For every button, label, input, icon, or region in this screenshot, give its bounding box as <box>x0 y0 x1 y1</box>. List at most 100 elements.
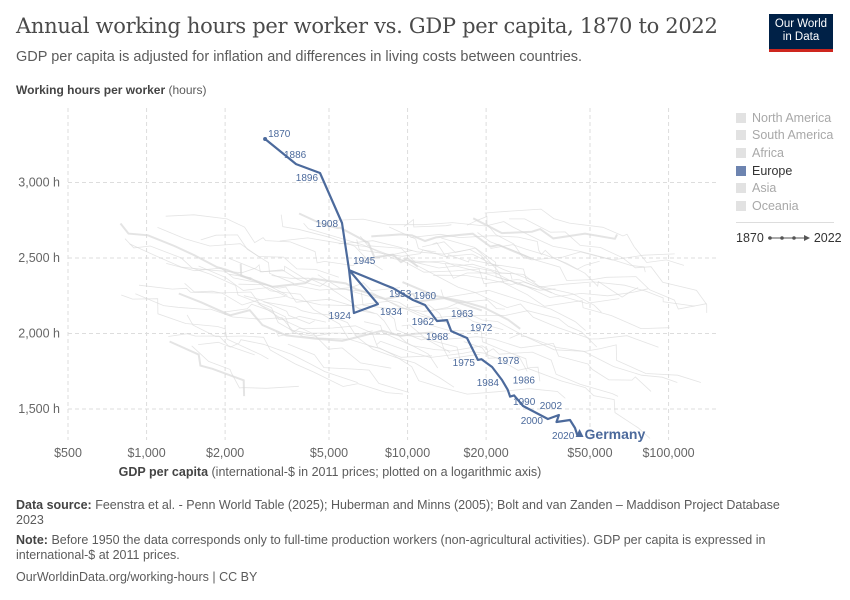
x-tick-label: $2,000 <box>206 446 244 460</box>
owid-logo[interactable]: Our World in Data <box>769 14 833 52</box>
background-country-trace <box>484 208 685 266</box>
x-tick-label: $500 <box>54 446 82 460</box>
background-country-trace <box>402 281 521 330</box>
background-country-trace <box>184 283 286 306</box>
background-country-trace <box>229 273 432 358</box>
background-country-trace <box>186 314 404 395</box>
background-country-trace <box>198 265 447 323</box>
legend-item-africa[interactable]: Africa <box>736 144 833 162</box>
timeline-start: 1870 <box>736 231 764 245</box>
background-country-trace <box>376 340 619 397</box>
legend-label: Asia <box>752 181 777 196</box>
legend-item-europe[interactable]: Europe <box>736 162 833 180</box>
year-label: 1886 <box>284 150 307 161</box>
year-label: 1924 <box>329 311 352 322</box>
year-label: 1908 <box>316 219 339 230</box>
timeline-legend[interactable]: 1870 2022 <box>736 231 842 245</box>
year-label: 1963 <box>451 309 474 320</box>
background-country-trace <box>124 238 348 340</box>
year-label: 1978 <box>497 356 520 367</box>
y-tick-label: 2,500 h <box>18 251 60 265</box>
background-country-trace <box>169 340 246 397</box>
chart-subtitle: GDP per capita is adjusted for inflation… <box>16 49 583 65</box>
legend-label: Europe <box>752 163 793 178</box>
x-axis-label-rest: (international-$ in 2011 prices; plotted… <box>212 465 542 479</box>
legend-swatch <box>736 200 746 211</box>
germany-start-point <box>263 137 268 142</box>
credit-text[interactable]: OurWorldinData.org/working-hours | CC BY <box>16 570 258 584</box>
background-country-trace <box>403 218 452 228</box>
background-country-trace <box>424 307 702 383</box>
germany-end-arrow <box>575 429 584 438</box>
background-country-trace <box>369 345 566 399</box>
year-label: 1962 <box>412 317 435 328</box>
note-text: Before 1950 the data corresponds only to… <box>16 533 766 562</box>
germany-line <box>264 138 581 437</box>
timeline-end: 2022 <box>813 231 842 245</box>
y-axis-unit: (hours) <box>168 83 207 97</box>
x-axis-label-bold: GDP per capita <box>119 465 212 479</box>
y-axis-label: Working hours per worker (hours) <box>16 83 207 97</box>
legend-swatch <box>736 130 746 141</box>
background-country-trace <box>359 235 537 290</box>
legend-item-asia[interactable]: Asia <box>736 179 833 197</box>
background-country-trace <box>410 233 600 270</box>
year-label: 1968 <box>426 332 449 343</box>
source-text: Feenstra et al. - Penn World Table (2025… <box>16 498 780 527</box>
legend-swatch <box>736 112 746 123</box>
year-label: 1986 <box>513 376 536 387</box>
background-country-trace <box>238 283 375 314</box>
year-label: 1945 <box>353 256 376 267</box>
legend-item-south-america[interactable]: South America <box>736 127 833 145</box>
background-country-trace <box>157 227 339 278</box>
background-country-trace <box>178 292 434 342</box>
legend-item-oceania[interactable]: Oceania <box>736 197 833 215</box>
logo-text: in Data <box>782 31 820 43</box>
year-label: 1960 <box>414 291 437 302</box>
timeline-arrow-icon <box>767 235 810 241</box>
legend-label: Africa <box>752 145 784 160</box>
background-country-trace <box>509 218 708 313</box>
legend-label: South America <box>752 128 834 143</box>
background-country-trace <box>361 292 598 348</box>
legend-swatch <box>736 165 746 176</box>
chart-title: Annual working hours per worker vs. GDP … <box>16 14 718 38</box>
background-country-trace <box>200 234 401 292</box>
background-country-trace <box>129 243 310 282</box>
background-country-trace <box>223 303 326 323</box>
year-label: 1990 <box>513 397 536 408</box>
background-country-trace <box>263 301 455 388</box>
background-country-trace <box>330 288 528 372</box>
background-country-trace <box>287 343 410 393</box>
y-tick-label: 2,000 h <box>18 327 60 341</box>
legend-swatch <box>736 183 746 194</box>
legend-item-north-america[interactable]: North America <box>736 109 833 127</box>
background-country-trace <box>198 339 358 383</box>
legend: North America South America Africa Europe As… <box>736 109 833 215</box>
legend-divider <box>736 222 834 223</box>
background-country-trace <box>135 293 392 369</box>
year-label: 2002 <box>540 401 563 412</box>
background-country-trace <box>490 244 639 298</box>
background-country-trace <box>364 321 451 354</box>
year-label: 1934 <box>380 307 403 318</box>
background-country-trace <box>139 284 328 334</box>
background-country-trace <box>371 232 532 260</box>
background-country-trace <box>191 345 299 389</box>
legend-label: North America <box>752 110 832 125</box>
background-country-trace <box>354 333 439 369</box>
background-country-trace <box>338 240 620 304</box>
year-label: 1870 <box>268 129 291 140</box>
background-country-trace <box>298 212 419 268</box>
year-label: 2020 <box>552 431 575 442</box>
background-country-trace <box>432 242 536 282</box>
background-country-trace <box>463 341 541 382</box>
x-tick-label: $100,000 <box>642 446 694 460</box>
background-country-trace <box>444 263 513 280</box>
y-tick-label: 1,500 h <box>18 402 60 416</box>
data-source: Data source: Feenstra et al. - Penn Worl… <box>16 498 806 528</box>
credit-link[interactable]: OurWorldinData.org/working-hours | CC BY <box>16 570 806 585</box>
x-tick-label: $20,000 <box>464 446 509 460</box>
year-label: 1896 <box>296 173 319 184</box>
x-axis-label: GDP per capita (international-$ in 2011 … <box>119 465 542 479</box>
